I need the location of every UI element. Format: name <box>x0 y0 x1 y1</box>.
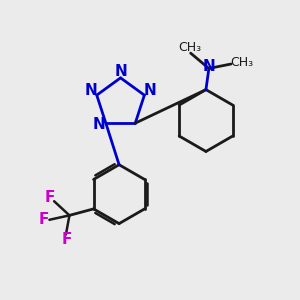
Text: CH₃: CH₃ <box>178 41 202 54</box>
Text: CH₃: CH₃ <box>231 56 254 69</box>
Text: N: N <box>202 58 215 74</box>
Text: N: N <box>93 117 106 132</box>
Text: F: F <box>44 190 55 205</box>
Text: N: N <box>114 64 127 79</box>
Text: F: F <box>61 232 72 247</box>
Text: F: F <box>39 212 49 227</box>
Text: N: N <box>85 83 97 98</box>
Text: N: N <box>144 83 157 98</box>
